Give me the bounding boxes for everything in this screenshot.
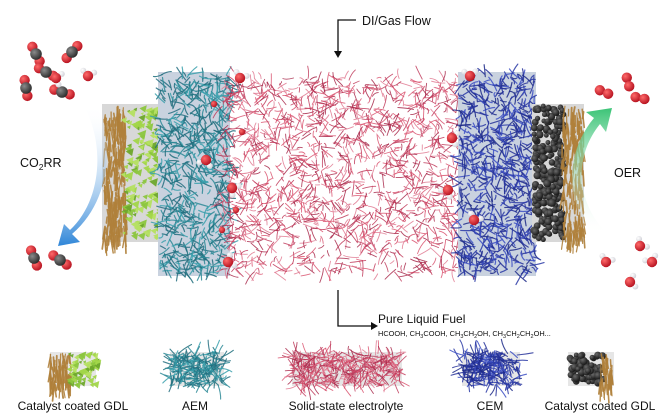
top-flow-arrowhead (334, 51, 342, 58)
legend-swatch-gdl-right (566, 351, 614, 404)
oer-label: OER (614, 166, 641, 180)
legend-swatch-gdl-left (47, 351, 102, 402)
fuel-products-label: HCOOH, CH3COOH, CH3CH2OH, CH3CH2CH2OH... (378, 329, 551, 340)
pure-liquid-fuel-label: Pure Liquid Fuel (378, 312, 465, 326)
legend-swatch-aem (159, 339, 234, 400)
legend-swatch-sse (277, 340, 410, 401)
bottom-flow-arrowhead (371, 322, 378, 330)
oer-arrow (572, 108, 612, 236)
co2rr-label: CO2RR (20, 156, 62, 172)
legend-label-gdl-left: Catalyst coated GDL (18, 399, 129, 413)
free-molecules (19, 40, 659, 290)
legend-label-sse: Solid-state electrolyte (289, 399, 404, 413)
embedded-molecules (196, 68, 484, 269)
co2rr-arrow (58, 104, 107, 246)
left-gdl-fibers (101, 105, 128, 257)
legend-label-cem: CEM (477, 399, 504, 413)
bottom-flow-arrow (337, 290, 372, 327)
di-gas-flow-label: DI/Gas Flow (362, 14, 432, 28)
solid-state-electrolyte-layer (210, 65, 476, 285)
membrane-stack (101, 63, 587, 286)
legend-swatch-cem (449, 338, 534, 398)
legend-label-aem: AEM (182, 399, 208, 413)
legend: Catalyst coated GDL AEM Solid-state elec… (18, 338, 656, 413)
legend-label-gdl-right: Catalyst coated GDL (545, 399, 656, 413)
top-flow-arrow (337, 19, 356, 52)
aem-layer (149, 66, 243, 284)
